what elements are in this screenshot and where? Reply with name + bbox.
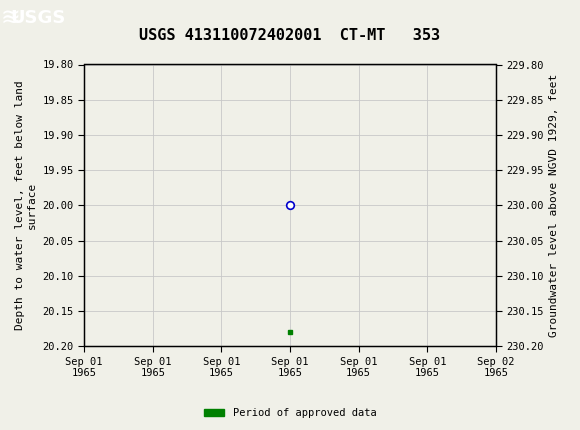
- Legend: Period of approved data: Period of approved data: [200, 404, 380, 423]
- Text: USGS 413110072402001  CT-MT   353: USGS 413110072402001 CT-MT 353: [139, 28, 441, 43]
- Text: ≋: ≋: [1, 6, 20, 30]
- Y-axis label: Depth to water level, feet below land
surface: Depth to water level, feet below land su…: [15, 80, 37, 330]
- Text: USGS: USGS: [10, 9, 66, 27]
- Y-axis label: Groundwater level above NGVD 1929, feet: Groundwater level above NGVD 1929, feet: [549, 74, 559, 337]
